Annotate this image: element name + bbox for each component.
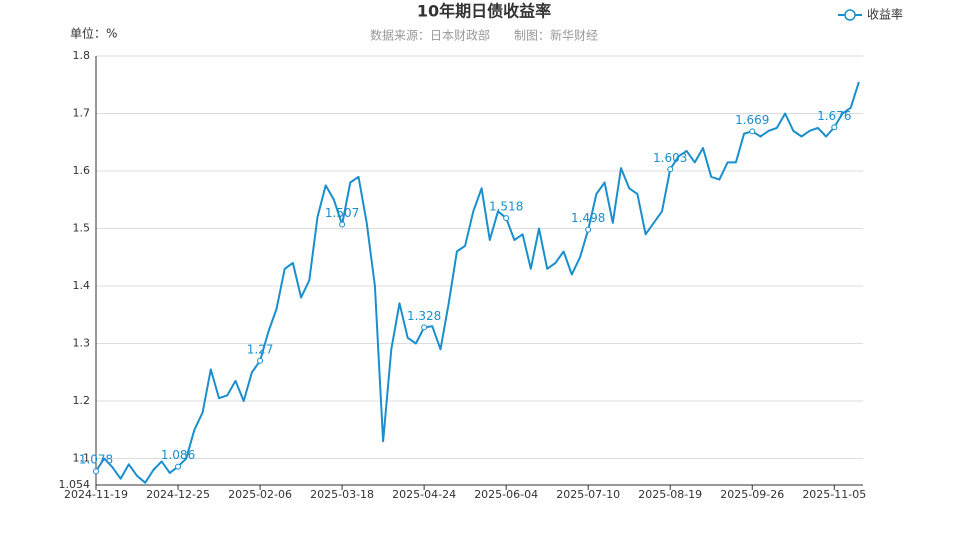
x-tick-label: 2025-07-10 [556, 488, 620, 501]
legend-label: 收益率 [867, 7, 903, 22]
value-label: 1.27 [247, 342, 274, 356]
value-label: 1.676 [817, 109, 851, 123]
y-tick-label: 1.1 [73, 452, 91, 465]
line [95, 81, 860, 484]
point-marker [585, 226, 592, 233]
point-marker [749, 128, 756, 135]
y-tick-label: 1.7 [73, 107, 91, 120]
value-label: 1.603 [653, 151, 687, 165]
x-tick-label: 2025-08-19 [638, 488, 702, 501]
point-marker [667, 166, 674, 173]
point-marker [831, 124, 838, 131]
x-tick-label: 2025-09-26 [720, 488, 784, 501]
value-label: 1.518 [489, 200, 523, 214]
point-marker [339, 221, 346, 228]
x-tick-label: 2025-06-04 [474, 488, 538, 501]
y-axis-label: 单位：% [70, 26, 117, 41]
point-marker [421, 324, 428, 331]
value-label: 1.498 [571, 211, 605, 225]
x-tick-label: 2024-12-25 [146, 488, 210, 501]
point-marker [175, 463, 182, 470]
y-tick-label: 1.3 [73, 337, 91, 350]
y-tick-label: 1.6 [73, 164, 91, 177]
value-label: 1.507 [325, 206, 359, 220]
y-tick-label: 1.054 [59, 478, 91, 491]
y-tick-label: 1.5 [73, 222, 91, 235]
value-label: 1.669 [735, 113, 769, 127]
value-label: 1.328 [407, 309, 441, 323]
value-label: 1.078 [79, 453, 113, 467]
x-tick-label: 2024-11-19 [64, 488, 128, 501]
chart-title: 10年期日债收益率 [417, 2, 551, 21]
value-label: 1.086 [161, 448, 195, 462]
point-marker [257, 357, 264, 364]
legend-marker [844, 9, 856, 21]
y-tick-label: 1.2 [73, 394, 91, 407]
point-marker [93, 468, 99, 475]
x-tick-label: 2025-11-05 [802, 488, 866, 501]
x-tick-label: 2025-04-24 [392, 488, 456, 501]
y-tick-label: 1.4 [73, 279, 91, 292]
x-tick-label: 2025-03-18 [310, 488, 374, 501]
y-tick-label: 1.8 [73, 49, 91, 62]
x-tick-label: 2025-02-06 [228, 488, 292, 501]
point-marker [503, 215, 510, 222]
chart-subtitle: 数据来源：日本财政部 制图：新华财经 [370, 28, 598, 43]
